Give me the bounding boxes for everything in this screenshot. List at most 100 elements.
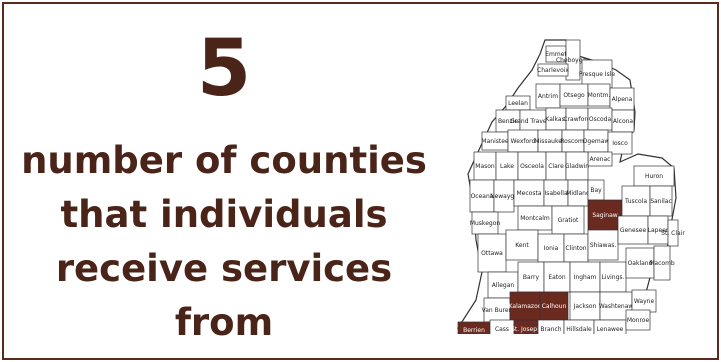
county-charlevoix: Charlevoix bbox=[537, 63, 569, 77]
county-label: Washtenaw bbox=[599, 303, 634, 310]
county-calhoun: Calhoun bbox=[539, 291, 569, 321]
county-mecosta: Mecosta bbox=[513, 179, 545, 207]
county-shape bbox=[621, 185, 651, 217]
county-label: Lapeer bbox=[648, 227, 669, 234]
county-mason: Mason bbox=[473, 151, 497, 181]
county-label: Montm. bbox=[588, 92, 611, 99]
county-label: Branch bbox=[540, 326, 561, 333]
county-kent: Kent bbox=[505, 229, 539, 261]
county-label: Iosco bbox=[612, 140, 628, 147]
county-label: Mason bbox=[475, 163, 495, 170]
county-label: Manistee bbox=[481, 138, 508, 145]
county-otsego: Otsego bbox=[559, 83, 589, 107]
county-midland: Midland bbox=[566, 179, 590, 207]
county-shape bbox=[513, 179, 545, 207]
county-emmet: Emmet bbox=[545, 45, 567, 63]
county-shape bbox=[569, 261, 601, 293]
county-huron: Huron bbox=[633, 165, 675, 187]
county-label: Clare bbox=[548, 163, 564, 170]
county-leelan: Leelan bbox=[505, 95, 531, 111]
county-label: Benzie bbox=[498, 118, 518, 125]
county-label: St. Clair bbox=[661, 230, 685, 237]
county-st-joseph: St. Joseph bbox=[511, 319, 541, 339]
county-shape bbox=[537, 63, 569, 77]
county-eaton: Eaton bbox=[543, 261, 571, 293]
county-ogemaw: Ogemaw bbox=[583, 129, 610, 153]
county-saginaw: Saginaw bbox=[587, 199, 623, 231]
county-shape bbox=[625, 309, 651, 331]
county-ottawa: Ottawa bbox=[477, 233, 507, 273]
county-shape bbox=[551, 205, 585, 235]
county-label: Missaukee bbox=[534, 138, 566, 145]
county-label: Hillsdale bbox=[566, 326, 592, 333]
county-shiawas: Shiawas. bbox=[587, 229, 619, 261]
county-label: Monroe bbox=[627, 317, 650, 324]
county-label: Charlevoix bbox=[537, 67, 569, 74]
county-label: Ionia bbox=[544, 245, 559, 252]
county-label: Leelan bbox=[508, 100, 528, 107]
county-label: Oscoda bbox=[589, 116, 612, 123]
county-label: Wayne bbox=[634, 298, 655, 305]
county-shape bbox=[607, 131, 633, 155]
county-label: Cass bbox=[495, 326, 509, 333]
county-label: Arenac bbox=[590, 156, 611, 163]
county-montcalm: Montcalm bbox=[517, 205, 553, 231]
county-label: Isabella bbox=[544, 190, 567, 197]
county-label: Crawford bbox=[563, 116, 590, 123]
county-label: Jackson bbox=[573, 303, 597, 310]
county-sanilac: Sanilac bbox=[649, 185, 673, 217]
county-label: St. Joseph bbox=[511, 326, 541, 333]
county-shape bbox=[653, 245, 671, 281]
county-label: Wexford bbox=[511, 138, 536, 145]
county-oscoda: Oscoda bbox=[587, 107, 613, 131]
county-shape bbox=[625, 247, 655, 279]
county-bay: Bay bbox=[587, 179, 605, 201]
county-shape bbox=[599, 261, 627, 293]
county-branch: Branch bbox=[537, 319, 565, 339]
county-oceana: Oceana bbox=[469, 179, 495, 213]
county-barry: Barry bbox=[517, 261, 545, 293]
county-label: Presque Isle bbox=[579, 71, 615, 78]
county-shape bbox=[565, 39, 581, 81]
county-oakland: Oakland bbox=[625, 247, 655, 279]
county-label: Alpena bbox=[612, 96, 633, 103]
county-label: Ogemaw bbox=[583, 138, 610, 145]
county-label: Muskegon bbox=[470, 220, 501, 227]
county-cheboygan: Cheboygan bbox=[556, 39, 590, 81]
county-livings: Livings. bbox=[599, 261, 627, 293]
county-label: Clinton bbox=[565, 245, 586, 252]
county-label: Sanilac bbox=[650, 198, 672, 205]
county-label: Emmet bbox=[545, 51, 567, 58]
county-montm: Montm. bbox=[588, 83, 611, 107]
county-gratiot: Gratiot bbox=[551, 205, 585, 235]
county-alcona: Alcona bbox=[611, 109, 635, 133]
county-ionia: Ionia bbox=[537, 233, 565, 263]
county-label: Otsego bbox=[563, 92, 585, 99]
county-shape bbox=[569, 291, 601, 321]
county-manistee: Manistee bbox=[481, 131, 509, 151]
county-label: Macomb bbox=[649, 260, 675, 267]
county-label: Tuscola bbox=[624, 198, 647, 205]
stat-number: 5 bbox=[196, 24, 252, 114]
county-iosco: Iosco bbox=[607, 131, 633, 155]
county-label: Lake bbox=[500, 163, 514, 170]
county-label: Kalkas. bbox=[545, 116, 566, 123]
county-label: Osceola bbox=[520, 163, 544, 170]
county-crawford: Crawford bbox=[563, 107, 591, 131]
county-label: Barry bbox=[523, 274, 540, 281]
county-shape bbox=[517, 261, 545, 293]
county-label: Antrim bbox=[538, 93, 558, 100]
county-antrim: Antrim bbox=[535, 83, 561, 109]
michigan-county-map: Emmet Cheboygan Presque Isle Charlevoix Antr… bbox=[448, 34, 698, 339]
county-label: Livings. bbox=[602, 274, 625, 281]
county-clare: Clare bbox=[545, 151, 567, 181]
county-kalamazoo: Kalamazoo bbox=[509, 291, 542, 321]
county-label: Oceana bbox=[471, 193, 494, 200]
county-label: Van Buren bbox=[482, 307, 513, 314]
stat-description: number of counties that individuals rece… bbox=[4, 134, 444, 350]
county-monroe: Monroe bbox=[625, 309, 651, 331]
county-label: Huron bbox=[645, 173, 663, 180]
county-ingham: Ingham bbox=[569, 261, 601, 293]
county-label: Ottawa bbox=[481, 250, 503, 257]
